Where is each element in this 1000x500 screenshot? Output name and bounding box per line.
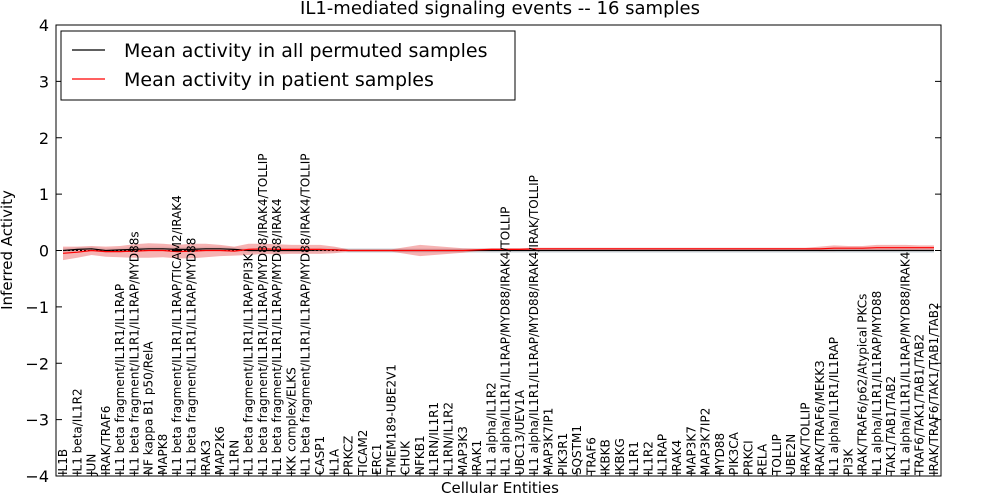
x-tick-label: IL1 alpha/IL1R1/IL1RAP/MYD88/IRAK4/TOLLI… <box>499 207 513 475</box>
x-tick-label: PI3K <box>841 448 855 475</box>
y-tick-label: −2 <box>25 354 49 373</box>
x-tick-label: IL1RN/IL1R2 <box>442 402 456 475</box>
x-tick-label: IL1 alpha/IL1R1/IL1RAP <box>827 337 841 475</box>
x-tick-label: IRAK/TRAF6/TAK1/TAB1/TAB2 <box>927 302 941 475</box>
x-tick-label: IL1R1 <box>627 441 641 475</box>
x-tick-label: JUN <box>85 454 99 476</box>
chart-title: IL1-mediated signaling events -- 16 samp… <box>300 0 700 19</box>
x-tick-label: MYD88 <box>713 433 727 475</box>
x-tick-label: IKBKB <box>599 439 613 475</box>
x-tick-label: IL1R2 <box>641 441 655 475</box>
x-tick-label: PIK3R1 <box>556 433 570 475</box>
x-tick-label: PRKCI <box>741 440 755 475</box>
x-tick-label: NF kappa B1 p50/RelA <box>142 341 156 475</box>
x-tick-label: SQSTM1 <box>570 425 584 475</box>
x-tick-label: IL1RAP <box>656 434 670 475</box>
x-tick-label: IL1RN <box>227 440 241 475</box>
x-tick-label: IL1 beta fragment/IL1R1/IL1RAP/PI3K <box>242 252 256 475</box>
series-line-patient <box>62 247 934 254</box>
x-axis: IL1B IL1 beta/IL1R2 JUN IRAK/TRAF6 IL1 beta … <box>56 154 941 476</box>
x-tick-label: TRAF6/TAK1/TAB1/TAB2 <box>913 334 927 476</box>
x-tick-label: MAP3K3 <box>456 426 470 475</box>
legend-box <box>60 30 516 101</box>
x-tick-label: IL1B <box>56 449 70 475</box>
x-tick-label: IRAK4 <box>670 440 684 475</box>
x-tick-label: IL1A <box>327 448 341 475</box>
series-line-permuted <box>62 248 934 252</box>
x-tick-label: IL1 alpha/IL1R2 <box>484 382 498 475</box>
x-tick-label: TMEM189-UBE2V1 <box>384 364 398 476</box>
legend: Mean activity in all permuted samples Me… <box>60 30 516 101</box>
x-tick-label: IL1 beta/IL1R2 <box>70 388 84 475</box>
x-tick-label: IL1 beta fragment/IL1R1/IL1RAP/MYD88s <box>127 231 141 475</box>
x-axis-title: Cellular Entities <box>441 479 559 497</box>
x-tick-label: PIK3CA <box>727 431 741 475</box>
x-tick-label: IRAK/TRAF6/MEKK3 <box>813 360 827 475</box>
x-tick-label: RELA <box>756 443 770 475</box>
x-tick-label: IRAK1 <box>470 440 484 475</box>
x-tick-label: UBC13/UEV1A <box>513 389 527 475</box>
y-tick-label: −3 <box>25 411 49 430</box>
x-tick-label: IL1RN/IL1R1 <box>427 402 441 475</box>
x-tick-label: IKBKG <box>613 438 627 475</box>
legend-label-permuted: Mean activity in all permuted samples <box>124 40 487 62</box>
x-tick-label: IL1 beta fragment/IL1R1/IL1RAP/MYD88/IRA… <box>270 198 284 475</box>
x-tick-label: IL1 alpha/IL1R1/IL1RAP/MYD88/IRAK4/IRAK/… <box>527 175 541 475</box>
x-tick-label: CASP1 <box>313 436 327 475</box>
x-tick-label: IL1 beta fragment/IL1R1/IL1RAP <box>113 284 127 475</box>
x-tick-label: CHUK <box>399 440 413 475</box>
x-tick-label: MAP3K7IP2 <box>699 408 713 475</box>
x-tick-label: TOLLIP <box>770 434 784 476</box>
y-axis-title: Inferred Activity <box>0 190 16 310</box>
x-tick-label: MAP2K6 <box>213 426 227 475</box>
x-tick-label: IRAK/TRAF6 <box>99 406 113 475</box>
y-tick-label: 3 <box>39 72 49 91</box>
x-tick-label: IL1 beta fragment/IL1R1/IL1RAP/MYD88 <box>185 238 199 475</box>
y-tick-label: 1 <box>39 185 49 204</box>
x-tick-label: IL1 beta fragment/IL1R1/IL1RAP/TICAM2/IR… <box>170 195 184 475</box>
x-tick-label: IRAK/TOLLIP <box>799 403 813 475</box>
series-lines <box>56 247 941 254</box>
y-tick-label: −1 <box>25 298 49 317</box>
y-tick-label: 0 <box>39 242 49 261</box>
x-tick-label: IRAK/TRAF6/p62/Atypical PKCs <box>856 294 870 475</box>
x-tick-label: MAP3K7IP1 <box>542 408 556 475</box>
x-tick-label: IL1 alpha/IL1R1/IL1RAP/MYD88/IRAK4 <box>898 252 912 475</box>
y-axis: −4 −3 −2 −1 0 1 2 3 4 <box>25 16 941 486</box>
patient-band <box>63 243 934 261</box>
x-tick-label: MAPK8 <box>156 434 170 475</box>
legend-label-patient: Mean activity in patient samples <box>124 69 434 91</box>
x-tick-label: TICAM2 <box>356 430 370 476</box>
x-tick-label: TRAF6 <box>584 437 598 476</box>
x-tick-label: PRKCZ <box>342 436 356 475</box>
x-tick-label: MAP3K7 <box>684 426 698 475</box>
x-tick-label: UBE2N <box>784 434 798 475</box>
x-tick-label: IL1 alpha/IL1R1/IL1RAP/MYD88 <box>870 291 884 475</box>
y-tick-label: 4 <box>39 16 49 35</box>
x-tick-label: IL1 beta fragment/IL1R1/IL1RAP/MYD88/IRA… <box>299 154 313 475</box>
x-tick-label: IKK complex/ELKS <box>285 367 299 475</box>
x-tick-label: NFKB1 <box>413 435 427 475</box>
y-tick-label: −4 <box>25 467 49 486</box>
x-tick-label: TAK1/TAB1/TAB2 <box>884 376 898 476</box>
x-tick-label: ERC1 <box>370 444 384 475</box>
x-tick-label: IRAK3 <box>199 440 213 475</box>
y-tick-label: 2 <box>39 129 49 148</box>
x-tick-label: IL1 beta fragment/IL1R1/IL1RAP/MYD88/IRA… <box>256 154 270 475</box>
